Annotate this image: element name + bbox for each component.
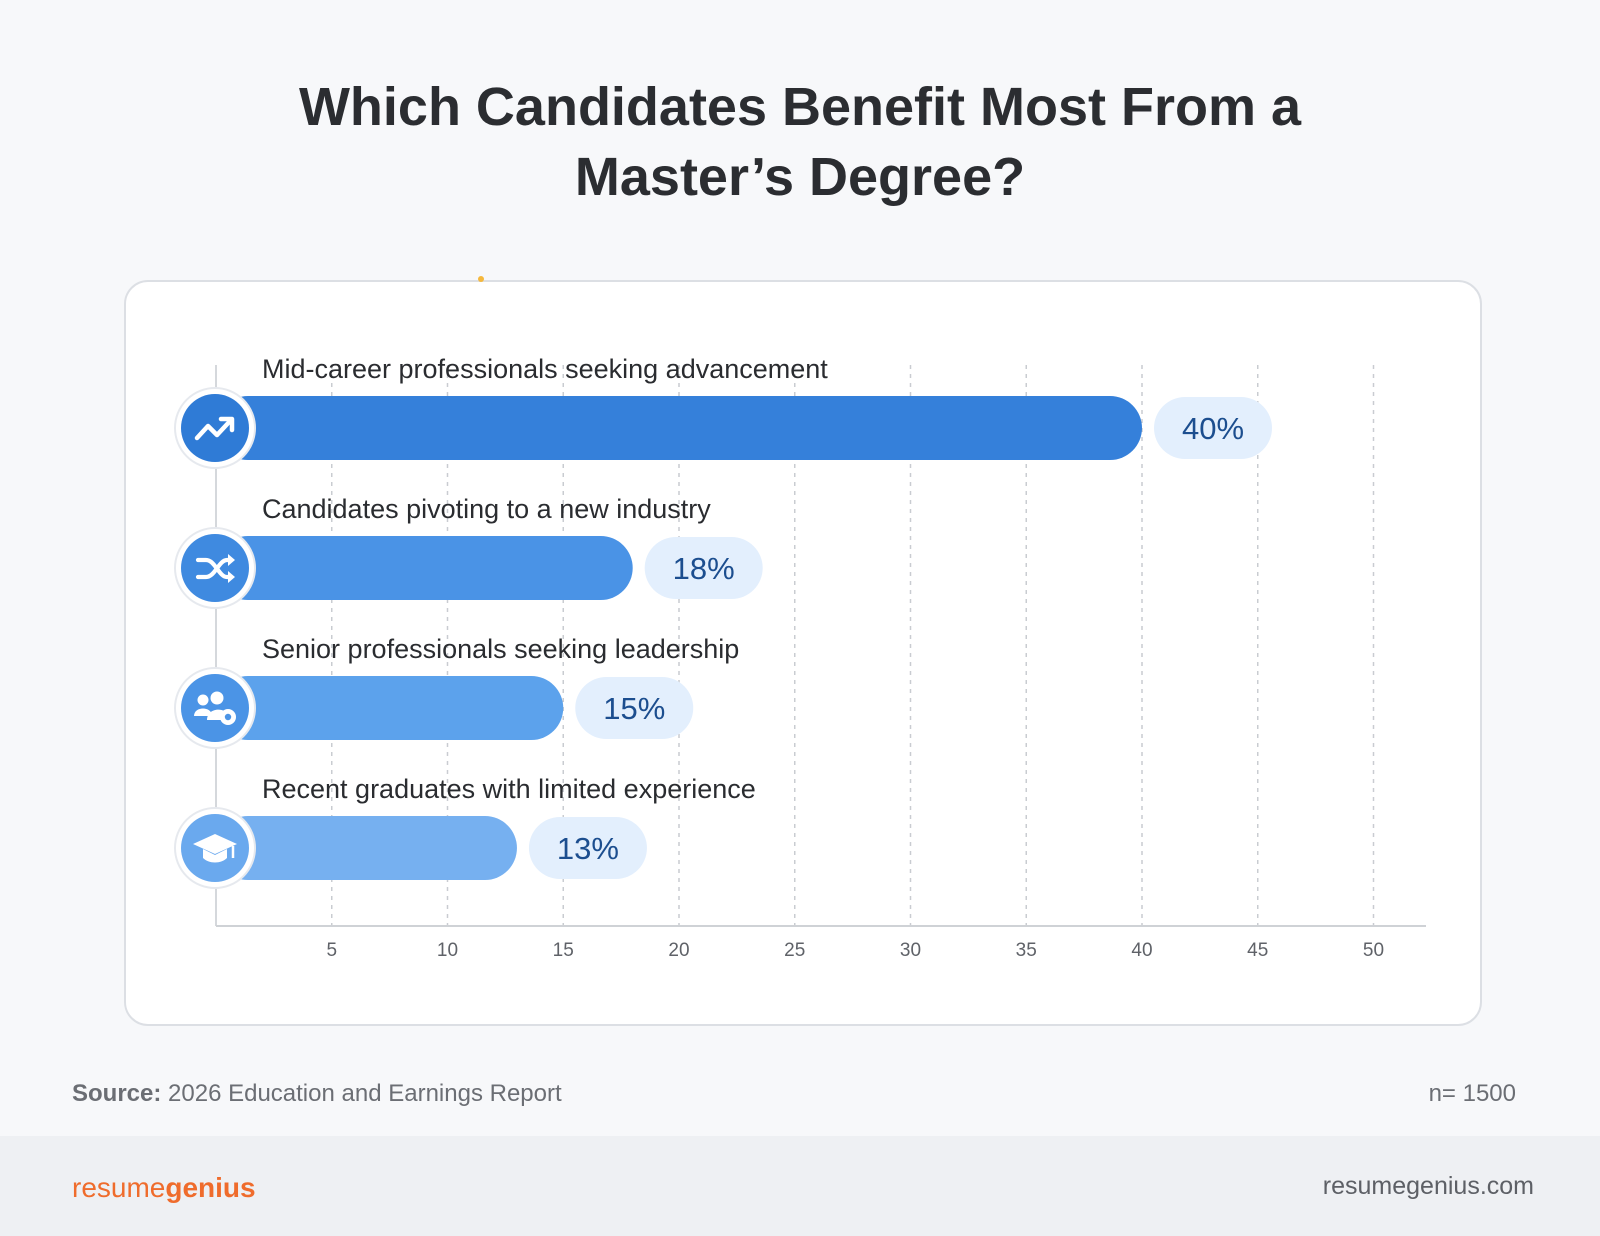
category-label: Candidates pivoting to a new industry: [262, 494, 711, 524]
x-tick-label: 30: [900, 940, 921, 961]
icon-ring-border: [174, 807, 256, 889]
x-tick-label: 25: [784, 940, 805, 961]
x-tick-label: 10: [437, 940, 458, 961]
sample-size: n= 1500: [1428, 1080, 1516, 1107]
bar: [216, 816, 517, 880]
bar: [216, 396, 1142, 460]
source-text: 2026 Education and Earnings Report: [168, 1080, 562, 1107]
site-url: resumegenius.com: [1322, 1172, 1534, 1200]
category-label: Mid-career professionals seeking advance…: [262, 354, 828, 384]
footer-band: [0, 1136, 1600, 1236]
category-label: Senior professionals seeking leadership: [262, 634, 739, 664]
x-tick-label: 5: [326, 940, 337, 961]
icon-circle: [181, 394, 249, 462]
logo-bold-text: genius: [165, 1172, 256, 1203]
x-tick-label: 15: [553, 940, 574, 961]
bar: [216, 536, 633, 600]
x-tick-label: 50: [1363, 940, 1384, 961]
trending-up-icon: [194, 416, 235, 441]
value-pill: [1154, 397, 1272, 459]
icon-ring-border: [174, 667, 256, 749]
bar: [216, 676, 564, 740]
shuffle-icon: [195, 554, 235, 583]
icon-ring-border: [174, 527, 256, 609]
x-tick-label: 20: [668, 940, 689, 961]
icon-ring-border: [174, 387, 256, 469]
logo-light-text: resume: [72, 1172, 166, 1203]
source-label: Source:: [72, 1080, 162, 1107]
icon-circle: [181, 674, 249, 742]
data-label: 13%: [557, 831, 619, 866]
data-label: 18%: [673, 551, 735, 586]
value-pill: [644, 537, 763, 599]
value-pill: [575, 677, 694, 739]
chart-title: Which Candidates Benefit Most From a Mas…: [298, 77, 1302, 207]
x-tick-label: 45: [1247, 940, 1268, 961]
source-note: Source: 2026 Education and Earnings Repo…: [72, 1080, 562, 1108]
value-pill: [528, 817, 647, 879]
data-label: 15%: [603, 691, 665, 726]
team-settings-icon: [194, 691, 236, 725]
category-label: Recent graduates with limited experience: [262, 774, 756, 804]
data-label: 40%: [1182, 411, 1244, 446]
x-tick-label: 40: [1131, 940, 1152, 961]
decorative-dot: [478, 276, 484, 282]
graduation-cap-icon: [193, 834, 237, 863]
x-tick-label: 35: [1016, 940, 1037, 961]
brand-logo: resumegenius: [72, 1172, 256, 1204]
